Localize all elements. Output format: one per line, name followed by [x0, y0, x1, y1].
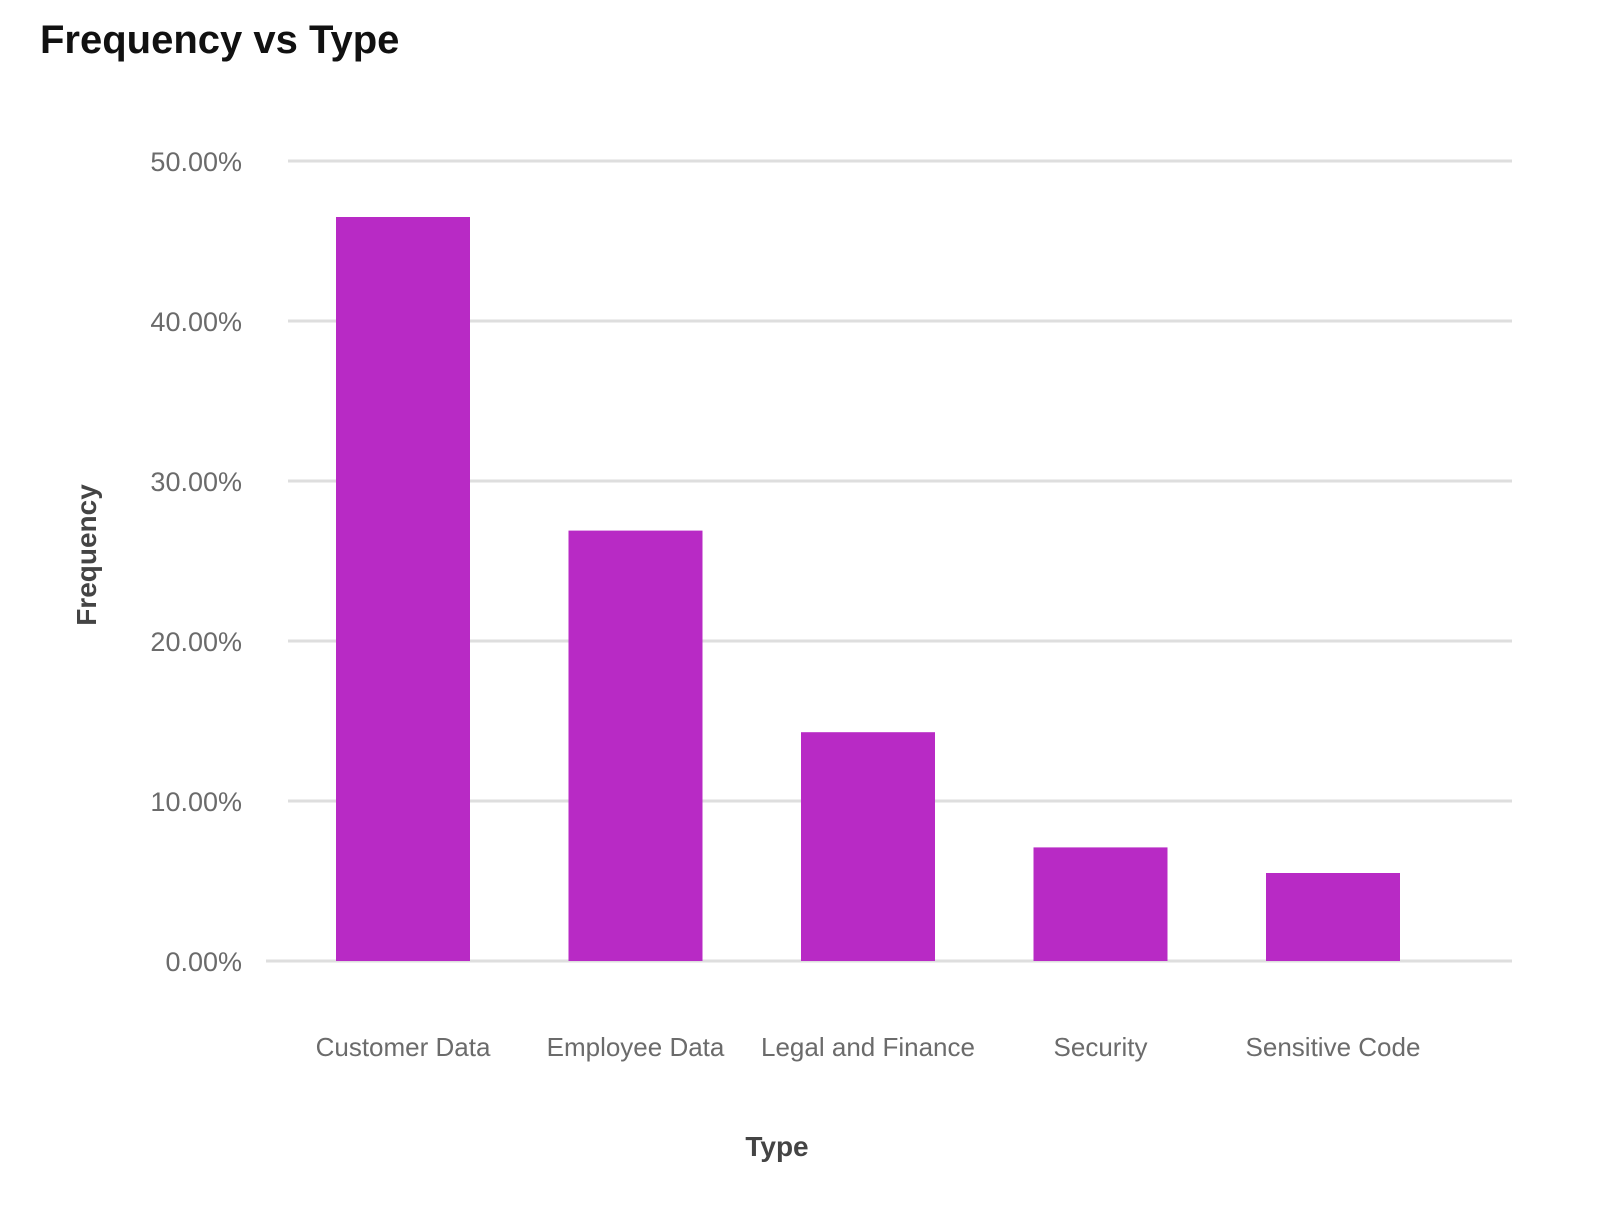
y-axis-label: Frequency [71, 484, 102, 626]
y-axis-ticks: 0.00% 10.00% 20.00% 30.00% 40.00% 50.00% [150, 147, 242, 977]
x-tick-label: Employee Data [547, 1032, 725, 1062]
bar [568, 530, 703, 961]
bar [336, 217, 470, 961]
bar [801, 732, 935, 961]
bar [1266, 873, 1400, 961]
x-axis-ticks: Customer Data Employee Data Legal and Fina… [316, 1032, 1421, 1062]
bar [1033, 847, 1168, 961]
x-tick-label: Sensitive Code [1246, 1032, 1421, 1062]
y-tick-label: 20.00% [150, 627, 242, 657]
x-axis-label: Type [745, 1131, 808, 1162]
x-tick-label: Legal and Finance [761, 1032, 975, 1062]
y-tick-label: 10.00% [150, 787, 242, 817]
bars [336, 217, 1400, 961]
y-tick-label: 30.00% [150, 467, 242, 497]
y-tick-label: 0.00% [165, 947, 242, 977]
chart-title: Frequency vs Type [40, 18, 400, 62]
x-tick-label: Customer Data [316, 1032, 491, 1062]
y-tick-label: 40.00% [150, 307, 242, 337]
y-tick-label: 50.00% [150, 147, 242, 177]
x-tick-label: Security [1054, 1032, 1148, 1062]
